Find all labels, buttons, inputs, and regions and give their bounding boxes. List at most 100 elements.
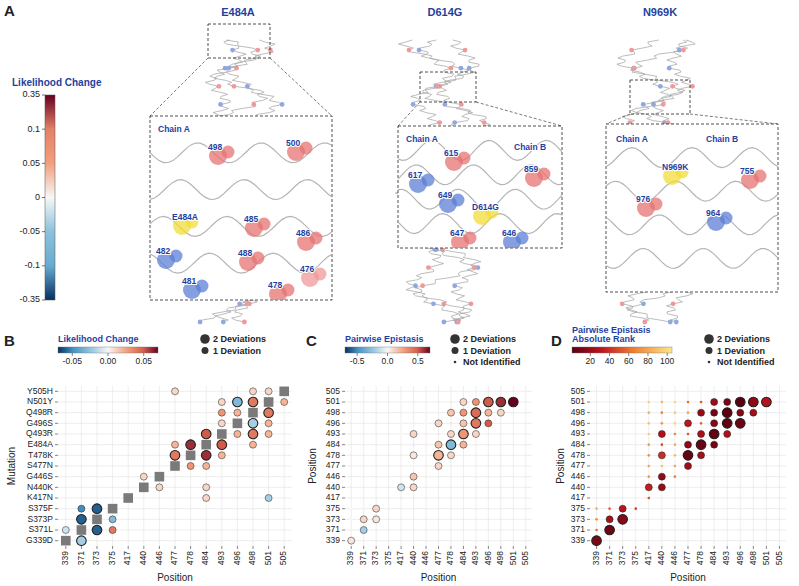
dot [700, 422, 703, 425]
colorbar-tick-label: 60 [624, 356, 634, 366]
x-tick [450, 546, 451, 549]
y-tick-label: 477 [326, 460, 340, 470]
colorbar-tick-label: 0.0 [382, 356, 394, 366]
residue-label: 485 [244, 214, 258, 224]
y-tick [342, 498, 345, 499]
zoom-line [476, 102, 562, 126]
grid-line [58, 540, 292, 541]
colorbar-tick-label: 100 [660, 356, 674, 366]
dot [648, 443, 651, 446]
grid-line [345, 530, 532, 531]
residue-label: Chain B [706, 134, 738, 144]
y-tick [342, 434, 345, 435]
y-tick-label: S371L [28, 524, 53, 534]
x-tick [388, 546, 389, 549]
residue-label: Chain A [406, 134, 438, 144]
dot [234, 409, 241, 416]
colorbar-tick [42, 300, 45, 301]
y-tick-label: S373P [27, 514, 53, 524]
dot [674, 411, 677, 414]
residue-patch [217, 84, 222, 89]
residue-label: Chain A [616, 134, 648, 144]
dot [400, 411, 403, 414]
grid-line [661, 386, 662, 546]
y-tick [342, 402, 345, 403]
residue-surface [422, 174, 435, 187]
grid-line [345, 391, 532, 392]
y-tick [55, 508, 58, 509]
x-tick [674, 546, 675, 549]
grid-line [590, 391, 786, 392]
y-tick [587, 508, 590, 509]
dot [234, 431, 241, 438]
y-tick-label: 501 [571, 396, 585, 406]
x-tick-label: 493 [216, 551, 226, 565]
dot [412, 411, 415, 414]
y-tick [587, 444, 590, 445]
diagonal-square [155, 472, 165, 482]
dot [435, 420, 442, 427]
dot [400, 465, 403, 468]
y-tick [55, 444, 58, 445]
y-tick [55, 466, 58, 467]
dot [674, 465, 677, 468]
y-tick [55, 487, 58, 488]
dot [203, 495, 210, 502]
x-tick [622, 546, 623, 549]
residue-patch [670, 84, 675, 89]
dot [412, 465, 415, 468]
x-tick [65, 546, 66, 549]
x-tick [753, 546, 754, 549]
colorbar-tick-label: -0.05 [63, 356, 83, 366]
dot [248, 429, 258, 439]
legend-label: Not Identified [717, 357, 775, 367]
y-tick-label: G446S [27, 471, 54, 481]
dot [400, 443, 403, 446]
diagonal-square [92, 515, 102, 525]
y-tick-label: 498 [571, 407, 585, 417]
y-tick [342, 508, 345, 509]
residue-surface [464, 232, 477, 245]
y-axis-title: Mutation [6, 447, 17, 485]
y-tick [55, 423, 58, 424]
residue-label: 488 [238, 248, 252, 258]
dot [437, 411, 440, 414]
figure: ALikelihood Change0.350.10.050-0.05-0.1-… [0, 0, 799, 586]
x-tick [635, 546, 636, 549]
residue-surface [222, 146, 235, 159]
y-tick-label: 477 [571, 460, 585, 470]
dot [750, 409, 757, 416]
residue-patch [658, 84, 663, 89]
y-tick-label: 501 [326, 396, 340, 406]
dot [722, 408, 732, 418]
x-tick-label: 496 [232, 551, 242, 565]
dot [109, 516, 116, 523]
dot [77, 515, 87, 525]
colorbar-title: Likelihood Change [58, 334, 139, 344]
dot [348, 537, 355, 544]
y-tick-label: N501Y [27, 396, 53, 406]
y-tick-label: G496S [27, 418, 54, 428]
dot [698, 409, 705, 416]
dot [437, 401, 440, 404]
grid-line [426, 386, 427, 546]
y-tick [55, 540, 58, 541]
x-tick-label: 484 [200, 551, 210, 565]
x-tick-label: 417 [395, 551, 405, 565]
dot [350, 507, 353, 510]
y-axis-title: Position [555, 448, 566, 484]
grid-line [58, 498, 292, 499]
grid-line [590, 476, 786, 477]
dot [398, 484, 405, 491]
residue-patch [482, 120, 487, 125]
colorbar-tick [42, 163, 45, 164]
residue-patch [411, 102, 416, 107]
dot [373, 516, 380, 523]
colorbar-title: Pairwise Epistasis [345, 334, 424, 344]
residue-patch [641, 102, 646, 107]
residue-patch [629, 48, 634, 53]
residue-patch [417, 48, 422, 53]
grid-line [58, 476, 292, 477]
dot [437, 433, 440, 436]
dot [460, 420, 467, 427]
